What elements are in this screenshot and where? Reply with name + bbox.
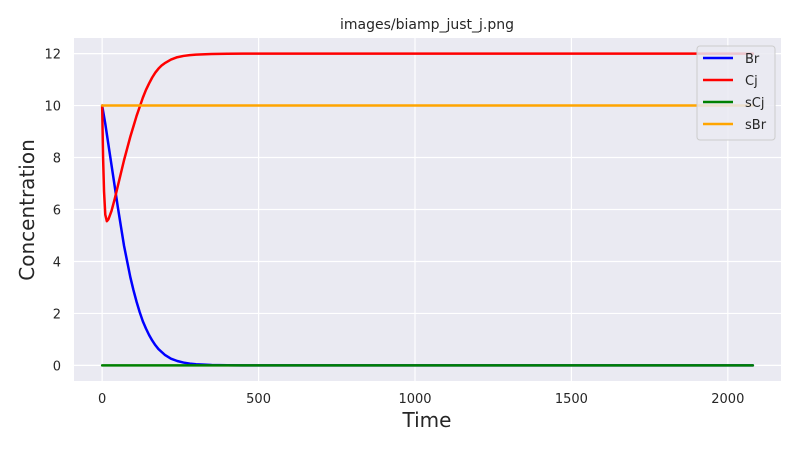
chart-title: images/biamp_just_j.png — [340, 17, 514, 33]
x-tick-label: 500 — [246, 392, 271, 407]
legend-label-scj: sCj — [745, 96, 764, 111]
y-tick-label: 10 — [44, 100, 61, 115]
x-tick-label: 2000 — [711, 392, 744, 407]
legend-label-cj: Cj — [745, 74, 758, 89]
series-line-cj — [100, 52, 755, 223]
legend-label-br: Br — [745, 52, 760, 67]
legend-label-sbr: sBr — [745, 118, 767, 133]
series-lines — [100, 52, 755, 367]
tick-labels: 0 500 1000 1500 2000 0 2 4 6 8 10 12 — [44, 48, 744, 407]
y-axis-label: Concentration — [15, 139, 39, 280]
y-tick-label: 0 — [53, 359, 61, 374]
y-tick-label: 8 — [53, 152, 61, 167]
legend-box — [696, 45, 776, 141]
x-tick-label: 1000 — [398, 392, 431, 407]
y-tick-label: 2 — [53, 307, 61, 322]
y-tick-label: 12 — [44, 48, 61, 63]
y-tick-label: 6 — [53, 204, 61, 219]
x-tick-label: 0 — [98, 392, 106, 407]
x-axis-label: Time — [402, 408, 452, 432]
x-tick-label: 1500 — [555, 392, 588, 407]
legend: Br Cj sCj sBr — [696, 45, 776, 141]
y-tick-label: 4 — [53, 255, 61, 270]
